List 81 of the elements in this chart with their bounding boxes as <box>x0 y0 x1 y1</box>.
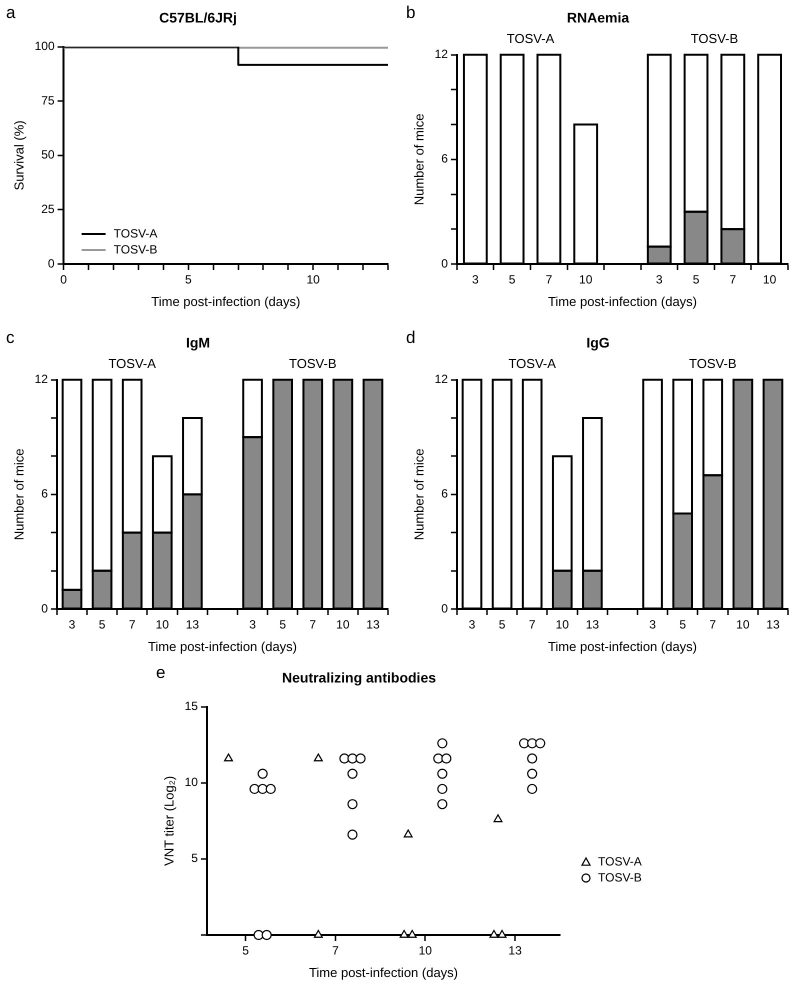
text: TOSV-B <box>690 30 738 46</box>
y-tick-label: 0 <box>441 256 448 270</box>
x-tick-label: 10 <box>336 618 350 632</box>
x-tick-label: 13 <box>766 618 780 632</box>
x-tick-label: 5 <box>242 944 250 958</box>
y-tick-label: 6 <box>441 152 448 166</box>
text: TOSV-B <box>289 356 336 371</box>
y-tick-label: 100 <box>34 39 55 54</box>
x-tick-label: 13 <box>586 618 600 632</box>
x-tick-label: 5 <box>279 618 286 632</box>
text: TOSV-A <box>508 356 556 371</box>
x-tick-label: 3 <box>249 618 256 632</box>
x-tick-label: 10 <box>156 618 170 632</box>
x-tick-label: 5 <box>679 618 686 632</box>
x-axis-title: Time post-infection (days) <box>548 638 698 654</box>
x-axis-title: Time post-infection (days) <box>308 964 458 980</box>
x-tick-label: 10 <box>306 272 320 287</box>
x-tick-label: 10 <box>556 618 570 632</box>
y-tick-label: 12 <box>434 372 448 386</box>
text: d <box>406 328 416 347</box>
chart-title: RNAemia <box>566 9 630 26</box>
text: TOSV-A <box>108 356 156 371</box>
chart-title: IgM <box>186 334 210 350</box>
x-axis-title: Time post-infection (days) <box>151 294 300 309</box>
x-tick-label: 7 <box>546 272 553 287</box>
y-tick-label: 15 <box>184 699 198 714</box>
x-tick-label: 7 <box>332 944 340 958</box>
text: b <box>406 3 416 22</box>
x-tick-label: 3 <box>468 618 476 632</box>
x-tick-label: 10 <box>418 944 432 958</box>
chart-title: IgG <box>586 334 610 350</box>
x-tick-label: 5 <box>498 618 506 632</box>
legend-label: TOSV-B <box>598 870 642 884</box>
y-axis-title: Survival (%) <box>11 120 26 190</box>
legend-label: TOSV-A <box>114 226 158 240</box>
x-tick-label: 10 <box>579 272 593 287</box>
x-tick-label: 5 <box>508 272 516 287</box>
y-tick-label: 10 <box>184 775 198 790</box>
legend-label: TOSV-A <box>598 854 642 868</box>
text: c <box>6 328 15 347</box>
x-tick-label: 13 <box>508 944 522 958</box>
legend-label: TOSV-B <box>114 242 158 256</box>
y-tick-label: 6 <box>441 486 448 501</box>
y-tick-label: 0 <box>41 601 48 616</box>
x-tick-label: 7 <box>309 618 316 632</box>
x-tick-label: 3 <box>68 618 76 632</box>
y-tick-label: 75 <box>41 93 55 108</box>
y-tick-label: 12 <box>434 47 448 62</box>
x-tick-label: 7 <box>729 272 736 287</box>
x-tick-label: 3 <box>649 618 656 632</box>
x-tick-label: 0 <box>60 272 68 287</box>
y-axis-title: VNT titer (Log₂) <box>161 776 176 866</box>
text: e <box>156 663 166 682</box>
x-tick-label: 7 <box>128 618 136 632</box>
x-tick-label: 13 <box>366 618 380 632</box>
x-tick-label: 7 <box>528 618 536 632</box>
text: TOSV-B <box>689 356 736 371</box>
y-tick-label: 25 <box>41 202 55 216</box>
x-axis-title: Time post-infection (days) <box>148 638 298 654</box>
x-tick-label: 13 <box>186 618 200 632</box>
x-tick-label: 10 <box>762 272 777 287</box>
y-tick-label: 0 <box>48 256 55 270</box>
text: a <box>6 3 16 22</box>
x-tick-label: 10 <box>736 618 750 632</box>
text: TOSV-A <box>506 30 555 46</box>
y-axis-title: Number of mice <box>411 114 426 206</box>
chart-title: Neutralizing antibodies <box>282 669 436 686</box>
x-tick-label: 3 <box>472 272 479 287</box>
y-axis-title: Number of mice <box>411 448 426 540</box>
y-tick-label: 12 <box>34 372 48 386</box>
x-tick-label: 3 <box>656 272 663 287</box>
x-tick-label: 7 <box>709 618 716 632</box>
y-tick-label: 50 <box>41 148 55 162</box>
y-tick-label: 5 <box>191 851 198 866</box>
x-tick-label: 5 <box>98 618 106 632</box>
y-tick-label: 0 <box>441 601 448 616</box>
chart-title: C57BL/6JRj <box>159 9 237 26</box>
x-tick-label: 5 <box>692 272 700 287</box>
y-axis-title: Number of mice <box>11 448 26 540</box>
y-tick-label: 6 <box>41 486 48 501</box>
x-axis-title: Time post-infection (days) <box>548 294 698 309</box>
